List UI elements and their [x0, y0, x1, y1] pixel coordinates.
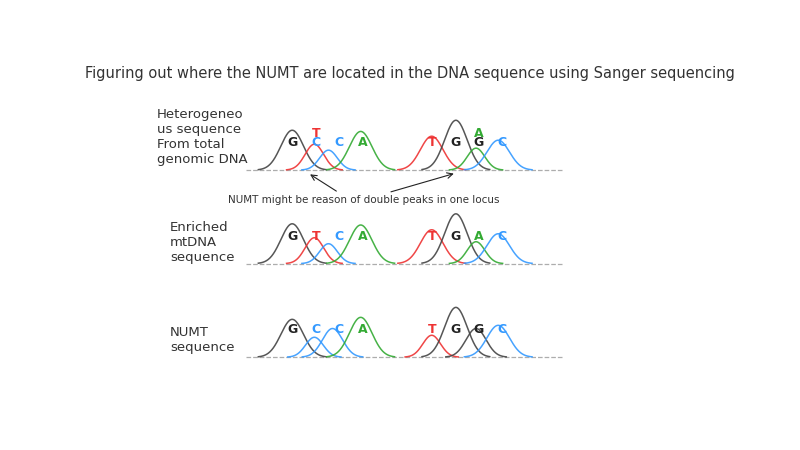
Text: C: C — [498, 230, 507, 243]
Text: NUMT
sequence: NUMT sequence — [170, 326, 234, 354]
Text: T: T — [427, 324, 436, 337]
Text: C: C — [498, 324, 507, 337]
Text: A: A — [474, 230, 484, 243]
Text: C: C — [334, 136, 344, 149]
Text: T: T — [427, 136, 436, 149]
Text: NUMT might be reason of double peaks in one locus: NUMT might be reason of double peaks in … — [228, 195, 499, 205]
Text: T: T — [427, 230, 436, 243]
Text: C: C — [334, 324, 344, 337]
Text: G: G — [450, 324, 460, 337]
Text: C: C — [334, 230, 344, 243]
Text: A: A — [358, 324, 368, 337]
Text: G: G — [287, 324, 298, 337]
Text: G: G — [287, 230, 298, 243]
Text: C: C — [311, 324, 320, 337]
Text: G: G — [450, 230, 460, 243]
Text: Enriched
mtDNA
sequence: Enriched mtDNA sequence — [170, 221, 234, 264]
Text: C: C — [311, 136, 320, 149]
Text: G: G — [450, 136, 460, 149]
Text: Heterogeneo
us sequence
From total
genomic DNA: Heterogeneo us sequence From total genom… — [157, 108, 248, 166]
Text: G: G — [474, 136, 484, 149]
Text: A: A — [474, 126, 484, 140]
Text: T: T — [311, 230, 320, 243]
Text: A: A — [358, 136, 368, 149]
Text: G: G — [474, 324, 484, 337]
Text: A: A — [358, 230, 368, 243]
Text: C: C — [498, 136, 507, 149]
Text: T: T — [311, 126, 320, 140]
Text: G: G — [287, 136, 298, 149]
Text: Figuring out where the NUMT are located in the DNA sequence using Sanger sequenc: Figuring out where the NUMT are located … — [85, 66, 735, 81]
